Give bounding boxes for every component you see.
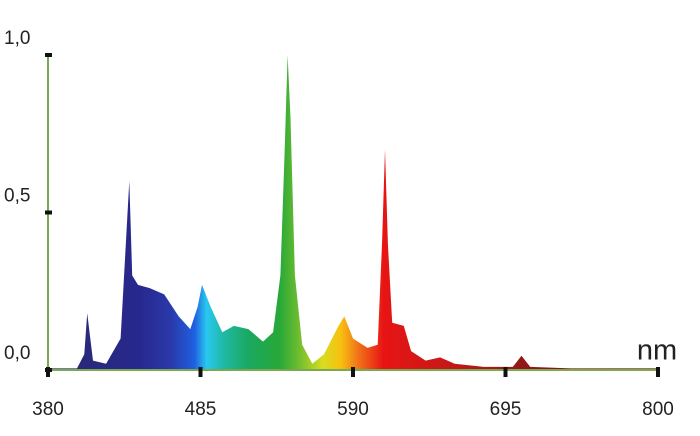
y-tick-label: 1,0 xyxy=(4,28,30,49)
spectrum-area xyxy=(48,55,658,370)
x-tick-label: 695 xyxy=(490,399,522,420)
x-tick-label: 590 xyxy=(337,399,369,420)
x-tick-label: 800 xyxy=(642,399,674,420)
y-tick-label: 0,5 xyxy=(4,186,30,207)
y-tick-label: 0,0 xyxy=(4,343,30,364)
x-tick-label: 380 xyxy=(32,399,64,420)
x-tick-label: 485 xyxy=(185,399,217,420)
x-axis-label: nm xyxy=(637,335,677,367)
